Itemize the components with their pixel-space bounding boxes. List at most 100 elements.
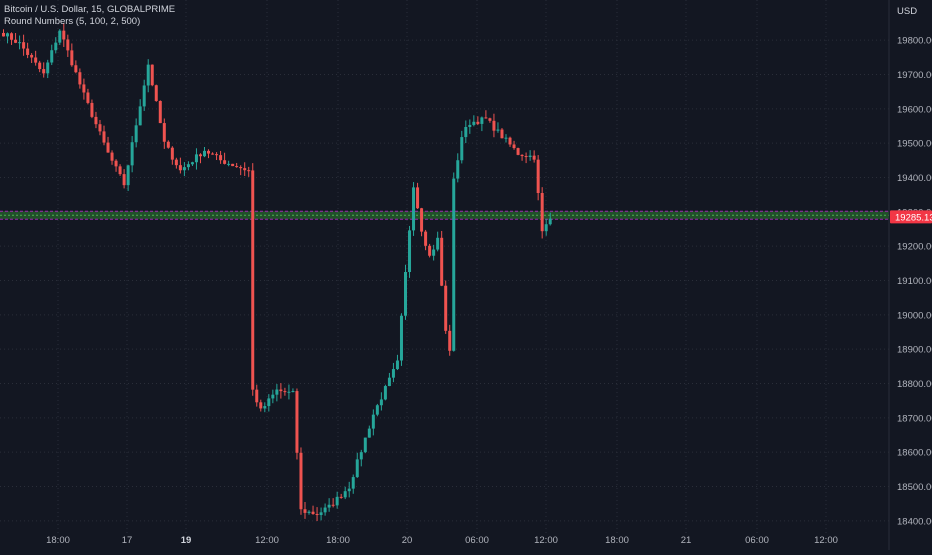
candle-body: [512, 144, 516, 149]
candle: [134, 118, 138, 148]
candle: [355, 452, 359, 478]
candle: [74, 60, 78, 74]
candle-body: [412, 187, 416, 231]
candle: [219, 150, 223, 164]
candle: [259, 399, 263, 412]
candle-body: [416, 187, 420, 209]
candle: [540, 187, 544, 239]
x-tick-label: 18:00: [605, 535, 629, 546]
candle: [428, 243, 432, 258]
indicator-title[interactable]: Round Numbers (5, 100, 2, 500): [4, 16, 141, 27]
candle-body: [504, 137, 508, 139]
candle: [150, 64, 154, 87]
candle: [271, 389, 275, 404]
candle: [182, 162, 186, 177]
candle-body: [383, 386, 387, 400]
candle-body: [259, 402, 263, 409]
y-tick-label: 19500.00: [897, 139, 932, 150]
candle: [66, 34, 70, 57]
candle: [440, 230, 444, 287]
candle: [114, 159, 118, 172]
candle: [138, 99, 142, 126]
candle: [383, 384, 387, 401]
candle-body: [74, 65, 78, 73]
candle-body: [371, 414, 375, 429]
candle-body: [351, 477, 355, 489]
candle-body: [106, 142, 110, 153]
x-tick-label: 18:00: [326, 535, 350, 546]
candle: [528, 150, 532, 161]
candle-body: [319, 512, 323, 515]
candle-body: [251, 170, 255, 390]
x-tick-label: 18:00: [46, 535, 70, 546]
candle-body: [166, 141, 170, 148]
candle-body: [14, 39, 18, 43]
candle: [524, 152, 528, 164]
candle: [190, 161, 194, 166]
candle-body: [198, 154, 202, 157]
candle-body: [22, 42, 26, 49]
candle: [267, 394, 271, 412]
y-tick-label: 19600.00: [897, 104, 932, 115]
candle: [299, 447, 303, 515]
candle-body: [291, 391, 295, 393]
candle: [476, 116, 480, 126]
currency-label[interactable]: USD: [897, 6, 917, 17]
price-axis[interactable]: 18400.00 18500.00 18600.00 18700.00 18800.00…: [897, 36, 932, 528]
candle: [516, 147, 520, 156]
candle-body: [182, 167, 186, 171]
candle-body: [211, 153, 215, 155]
candle: [247, 166, 251, 177]
candle: [520, 154, 524, 161]
candle-body: [524, 156, 528, 158]
candle: [404, 264, 407, 320]
x-tick-label: 06:00: [745, 535, 769, 546]
candle-body: [395, 360, 399, 370]
y-tick-label: 18600.00: [897, 448, 932, 459]
candle: [347, 481, 351, 498]
candle-body: [508, 137, 512, 145]
candle: [90, 99, 94, 119]
candle: [275, 384, 279, 402]
symbol-title[interactable]: Bitcoin / U.S. Dollar, 15, GLOBALPRIME: [4, 4, 176, 15]
candle-body: [484, 117, 488, 119]
candle: [174, 157, 178, 169]
candle: [315, 507, 319, 522]
candle: [62, 23, 66, 47]
candle: [343, 486, 347, 500]
candle: [448, 324, 452, 356]
x-tick-label: 12:00: [534, 535, 558, 546]
candle: [223, 152, 227, 165]
candle-body: [66, 39, 70, 51]
candle: [331, 498, 335, 508]
candle: [70, 43, 74, 67]
candle: [58, 29, 62, 45]
candle: [488, 117, 492, 123]
candle-body: [424, 231, 428, 246]
candle: [22, 34, 26, 56]
x-tick-label: 12:00: [814, 535, 838, 546]
candle-body: [327, 504, 331, 508]
candle-body: [138, 106, 142, 126]
candle-body: [271, 394, 275, 399]
candle-body: [38, 62, 42, 70]
candle-body: [520, 154, 524, 157]
candle: [82, 78, 86, 100]
time-axis[interactable]: 18:00 17 19 12:00 18:00 20 06:00 12:00 18:00 21 06…: [46, 535, 838, 546]
candle-body: [404, 272, 407, 316]
candle-body: [548, 218, 552, 225]
candle-body: [146, 64, 150, 86]
candle: [408, 225, 412, 278]
candle: [110, 150, 114, 165]
x-tick-label: 20: [402, 535, 413, 546]
candle: [6, 32, 10, 44]
candle-body: [158, 100, 162, 124]
candle-body: [78, 72, 82, 85]
candle: [359, 449, 363, 467]
candle-body: [323, 507, 327, 513]
candle-body: [231, 163, 235, 167]
candle: [130, 136, 134, 173]
